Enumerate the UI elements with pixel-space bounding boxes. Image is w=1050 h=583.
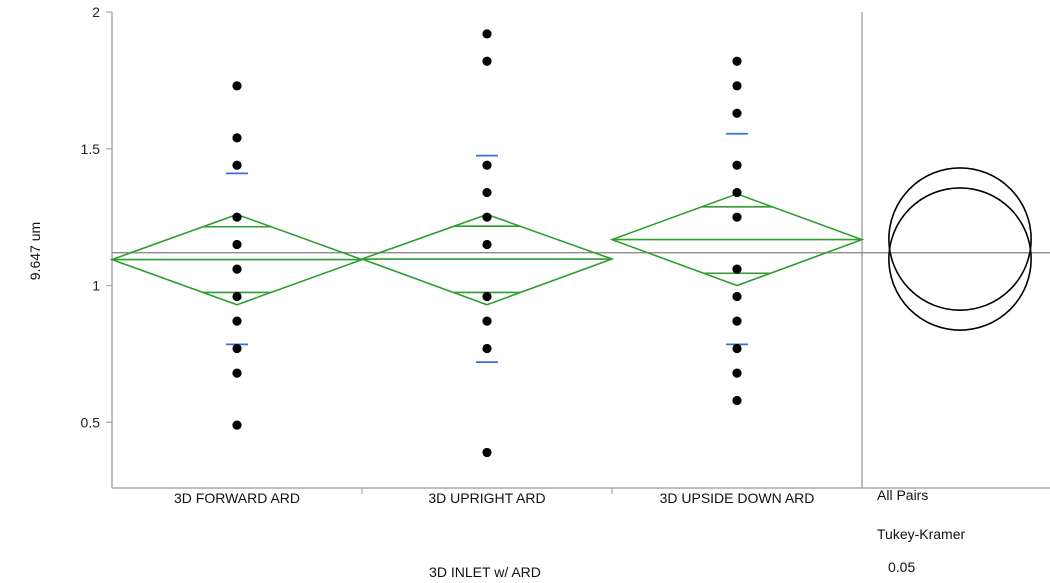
y-axis-title: 9.647 um bbox=[27, 222, 43, 280]
data-point bbox=[232, 316, 242, 326]
data-point bbox=[232, 291, 242, 302]
x-axis-title: 3D INLET w/ ARD bbox=[429, 564, 541, 580]
data-point bbox=[232, 343, 242, 354]
comparison-circle bbox=[888, 187, 1032, 331]
data-point bbox=[732, 368, 742, 378]
data-point bbox=[732, 291, 742, 302]
data-point bbox=[732, 187, 742, 198]
data-point bbox=[232, 239, 242, 250]
test-all-pairs-label: All Pairs bbox=[877, 487, 928, 503]
data-point bbox=[482, 291, 492, 302]
data-point bbox=[232, 81, 242, 91]
data-point bbox=[482, 447, 492, 458]
comparison-circles-layer bbox=[888, 167, 1032, 331]
data-point bbox=[482, 239, 492, 250]
data-point bbox=[482, 160, 492, 170]
y-tick-label: 0.5 bbox=[81, 414, 101, 430]
data-point bbox=[232, 133, 242, 143]
data-point bbox=[232, 160, 242, 170]
data-point bbox=[732, 81, 742, 91]
data-point bbox=[482, 56, 492, 66]
data-point bbox=[482, 316, 492, 326]
data-point bbox=[732, 343, 742, 354]
data-point bbox=[232, 368, 242, 378]
data-point bbox=[732, 264, 742, 274]
data-point bbox=[482, 212, 492, 222]
y-axis-ticks: 0.5 1 1.5 2 bbox=[81, 4, 112, 430]
data-points-layer bbox=[232, 29, 742, 458]
test-method-label: Tukey-Kramer bbox=[877, 526, 966, 542]
data-point bbox=[732, 316, 742, 326]
data-point bbox=[732, 108, 742, 118]
data-point bbox=[732, 395, 742, 406]
data-point bbox=[482, 343, 492, 354]
data-point bbox=[482, 187, 492, 198]
comparison-circle bbox=[888, 167, 1032, 311]
means-diamonds-layer bbox=[109, 193, 865, 306]
data-point bbox=[732, 212, 742, 222]
test-alpha-label: 0.05 bbox=[888, 559, 915, 575]
x-category-label: 3D UPRIGHT ARD bbox=[428, 490, 545, 506]
data-point bbox=[232, 212, 242, 222]
data-point bbox=[482, 29, 492, 39]
data-point bbox=[732, 56, 742, 66]
data-point bbox=[232, 420, 242, 430]
x-category-label: 3D UPSIDE DOWN ARD bbox=[660, 490, 815, 506]
y-tick-label: 1.5 bbox=[81, 141, 101, 157]
x-axis-categories: 3D FORWARD ARD 3D UPRIGHT ARD 3D UPSIDE DO… bbox=[174, 488, 814, 506]
y-tick-label: 2 bbox=[92, 4, 100, 20]
y-tick-label: 1 bbox=[92, 278, 100, 294]
data-point bbox=[232, 264, 242, 274]
data-point bbox=[732, 160, 742, 170]
x-category-label: 3D FORWARD ARD bbox=[174, 490, 300, 506]
plot-frame bbox=[111, 12, 1050, 489]
